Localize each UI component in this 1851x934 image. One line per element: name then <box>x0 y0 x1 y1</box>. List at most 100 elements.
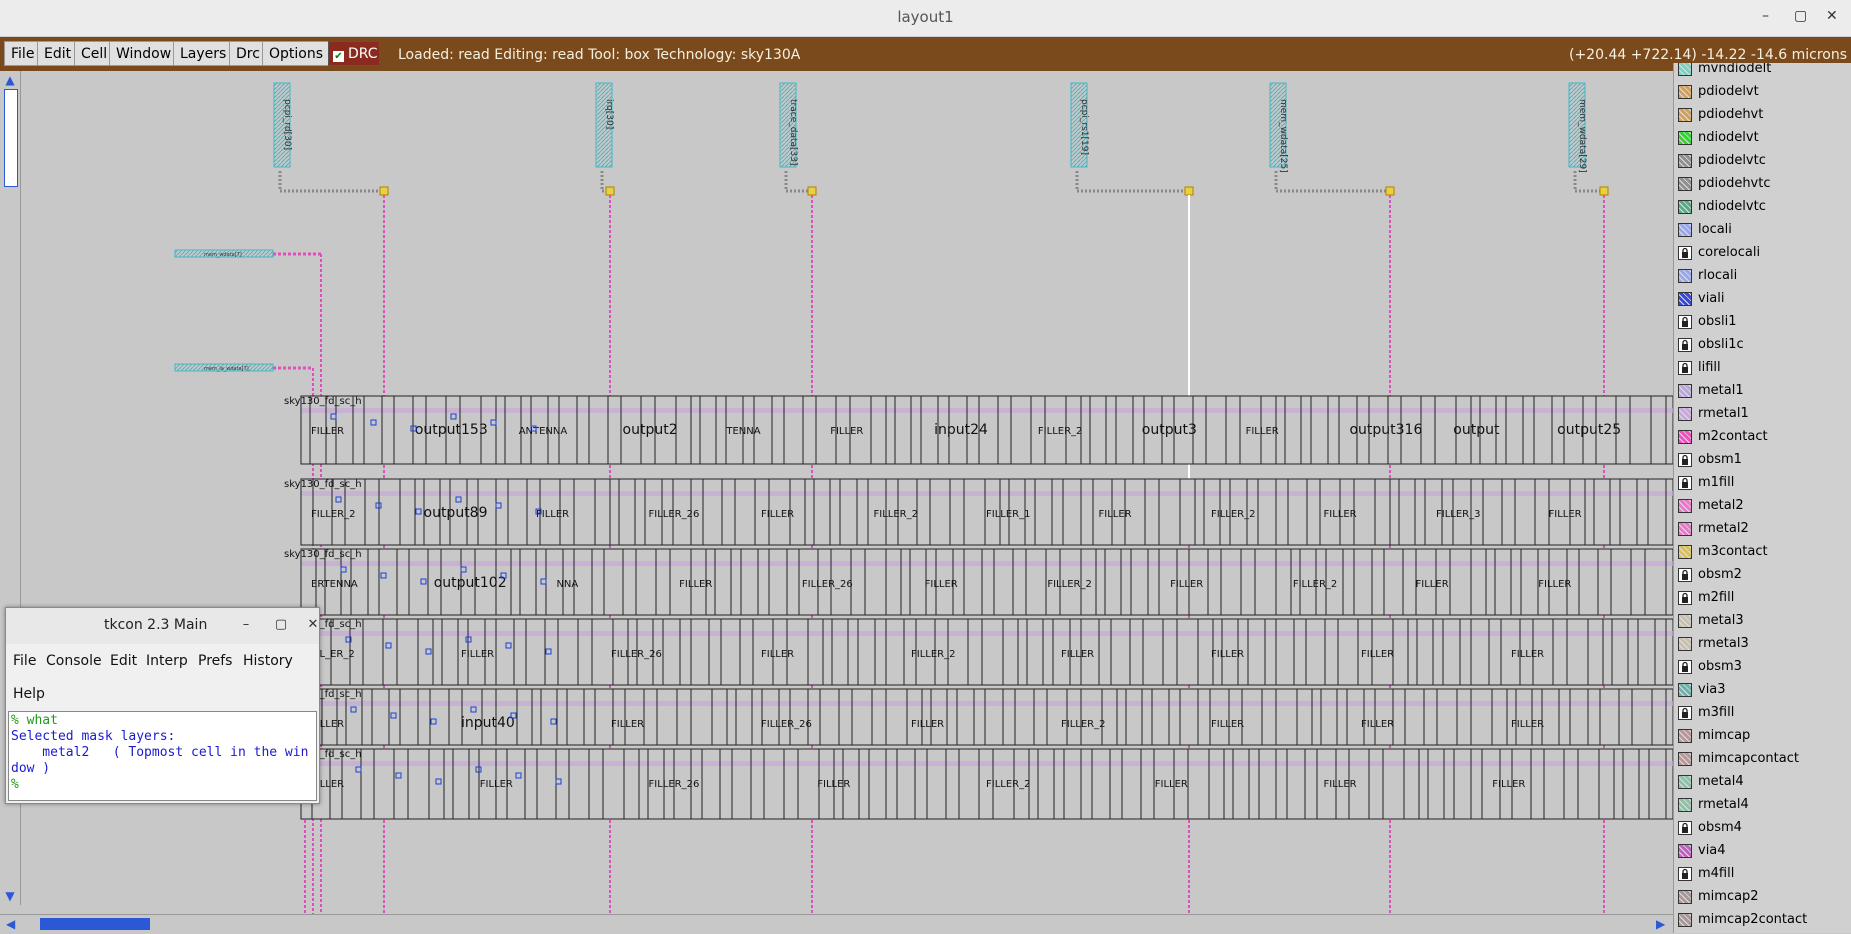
layer-swatch-icon <box>1678 729 1692 743</box>
layer-name: rmetal4 <box>1698 797 1749 812</box>
cell-label: FILLER <box>817 779 850 790</box>
layer-swatch-icon <box>1678 269 1692 283</box>
console-prompt[interactable]: % <box>11 777 27 792</box>
maximize-button[interactable]: ▢ <box>1794 8 1808 24</box>
local-contact <box>370 419 377 426</box>
tkcon-console[interactable]: % what Selected mask layers: metal2 ( To… <box>8 711 317 801</box>
layer-swatch-icon <box>1678 177 1692 191</box>
tkcon-close-icon[interactable]: ✕ <box>307 617 319 632</box>
tkcon-menu-interp[interactable]: Interp <box>146 653 188 669</box>
local-contact <box>355 766 362 773</box>
scroll-left-icon[interactable]: ◀ <box>6 917 16 931</box>
layer-swatch-icon <box>1678 522 1692 536</box>
row-prefix-label: sky130_fd_sc_h <box>284 479 362 490</box>
layer-name: viali <box>1698 291 1725 306</box>
pin-label: irq[30] <box>604 99 614 129</box>
tkcon-menu-console[interactable]: Console <box>46 653 102 669</box>
menu-cell[interactable]: Cell <box>74 41 115 66</box>
minimize-button[interactable]: – <box>1762 8 1769 24</box>
cell-row: sky130_fd_sc_h FILLER input40 FILLER FILLER_… <box>284 688 1673 746</box>
tkcon-menu-history[interactable]: History <box>243 653 293 669</box>
window-title: layout1 <box>897 8 954 26</box>
cell-label: FILLER <box>480 779 513 790</box>
row-rail-metal1 <box>301 561 1673 566</box>
layer-name: rmetal2 <box>1698 521 1749 536</box>
lock-icon <box>1678 660 1692 674</box>
lock-icon <box>1678 706 1692 720</box>
local-contact <box>420 578 427 585</box>
row-rail-metal1 <box>301 491 1673 496</box>
console-line: Selected mask layers: <box>11 729 176 744</box>
via-contact <box>807 186 817 196</box>
close-button[interactable]: ✕ <box>1826 8 1838 24</box>
cell-label: output153 <box>415 422 488 438</box>
layer-swatch-icon <box>1678 131 1692 145</box>
layer-name: m2fill <box>1698 590 1735 605</box>
layer-name: obsli1c <box>1698 337 1744 352</box>
tkcon-minimize-icon[interactable]: – <box>242 617 250 632</box>
local-contact <box>490 419 497 426</box>
menu-edit[interactable]: Edit <box>37 41 79 66</box>
layout-drawing[interactable]: pcpi_rd[30] irq[30] trace_data[33] pcpi_rs1… <box>21 71 1673 914</box>
cell-label: input24 <box>934 422 988 438</box>
menu-drc[interactable]: Drc <box>229 41 267 66</box>
tkcon-maximize-icon[interactable]: ▢ <box>274 617 288 632</box>
cell-label: FILLER <box>1549 509 1582 520</box>
vertical-scroll-thumb[interactable] <box>4 89 18 187</box>
pin-label: mem_wdata[25] <box>1278 99 1288 173</box>
horizontal-scrollbar[interactable]: ◀ ▶ <box>0 914 1673 934</box>
pin-box <box>1070 82 1088 168</box>
cell-label: FILLER <box>311 779 344 790</box>
layer-name: ndiodelvtc <box>1698 199 1766 214</box>
scroll-up-icon[interactable]: ▲ <box>5 73 15 87</box>
lock-icon <box>1678 476 1692 490</box>
menu-window[interactable]: Window <box>109 41 179 66</box>
cell-label: FILLER_2 <box>1293 579 1337 590</box>
cell-label: output <box>1453 422 1500 438</box>
cell-label: FILLER_2 <box>1211 509 1255 520</box>
local-contact <box>395 772 402 779</box>
layer-name: mvndiodelt <box>1698 63 1772 76</box>
menu-layers[interactable]: Layers <box>173 41 234 66</box>
cell-label: FILLER <box>311 426 344 437</box>
tkcon-menu-edit[interactable]: Edit <box>110 653 138 669</box>
layer-swatch-icon <box>1678 798 1692 812</box>
wire-metal1 <box>784 171 812 193</box>
layer-name: m3contact <box>1698 544 1768 559</box>
pin-box <box>1568 82 1586 168</box>
wire-metal1 <box>1573 171 1604 193</box>
layer-name: lifill <box>1698 360 1721 375</box>
cell-label: FILLER <box>1211 649 1244 660</box>
menu-options[interactable]: Options <box>262 41 331 66</box>
local-contact <box>465 636 472 643</box>
layer-swatch-icon <box>1678 775 1692 789</box>
local-contact <box>390 712 397 719</box>
cursor-coordinates: (+20.44 +722.14) -14.22 -14.6 microns <box>1568 47 1847 63</box>
local-contact <box>350 706 357 713</box>
cell-label: FILLER <box>925 579 958 590</box>
pin-box <box>595 82 613 168</box>
tkcon-menu-prefs[interactable]: Prefs <box>198 653 233 669</box>
via-contact <box>1385 186 1395 196</box>
tkcon-menu-file[interactable]: File <box>13 653 37 669</box>
scroll-down-icon[interactable]: ▼ <box>5 889 15 903</box>
row-prefix-label: sky130_fd_sc_h <box>284 749 362 760</box>
cell-label: output316 <box>1349 422 1422 438</box>
layer-name: metal1 <box>1698 383 1744 398</box>
drc-toggle[interactable]: ✔ DRC <box>328 41 380 66</box>
cell-label: FILLER <box>1324 509 1357 520</box>
cell-row: sky130_fd_sc_h FILLER output153 ANTENNA outp… <box>284 395 1673 465</box>
layer-name: mimcap2contact <box>1698 912 1808 927</box>
cell-label: FILLER_2 <box>1038 426 1082 437</box>
layer-swatch-icon <box>1678 430 1692 444</box>
layer-swatch-icon <box>1678 913 1692 927</box>
cell-label: output3 <box>1142 422 1197 438</box>
scroll-right-icon[interactable]: ▶ <box>1656 917 1666 931</box>
tkcon-menu-help[interactable]: Help <box>13 686 45 702</box>
horizontal-scroll-thumb[interactable] <box>40 918 150 930</box>
row-prefix-label: sky130_fd_sc_h <box>284 619 362 630</box>
menu-file[interactable]: File <box>4 41 42 66</box>
cell-label: FILLER <box>1511 649 1544 660</box>
cell-label: FILLER <box>536 509 569 520</box>
layout-canvas[interactable]: pcpi_rd[30] irq[30] trace_data[33] pcpi_rs1… <box>21 71 1673 914</box>
